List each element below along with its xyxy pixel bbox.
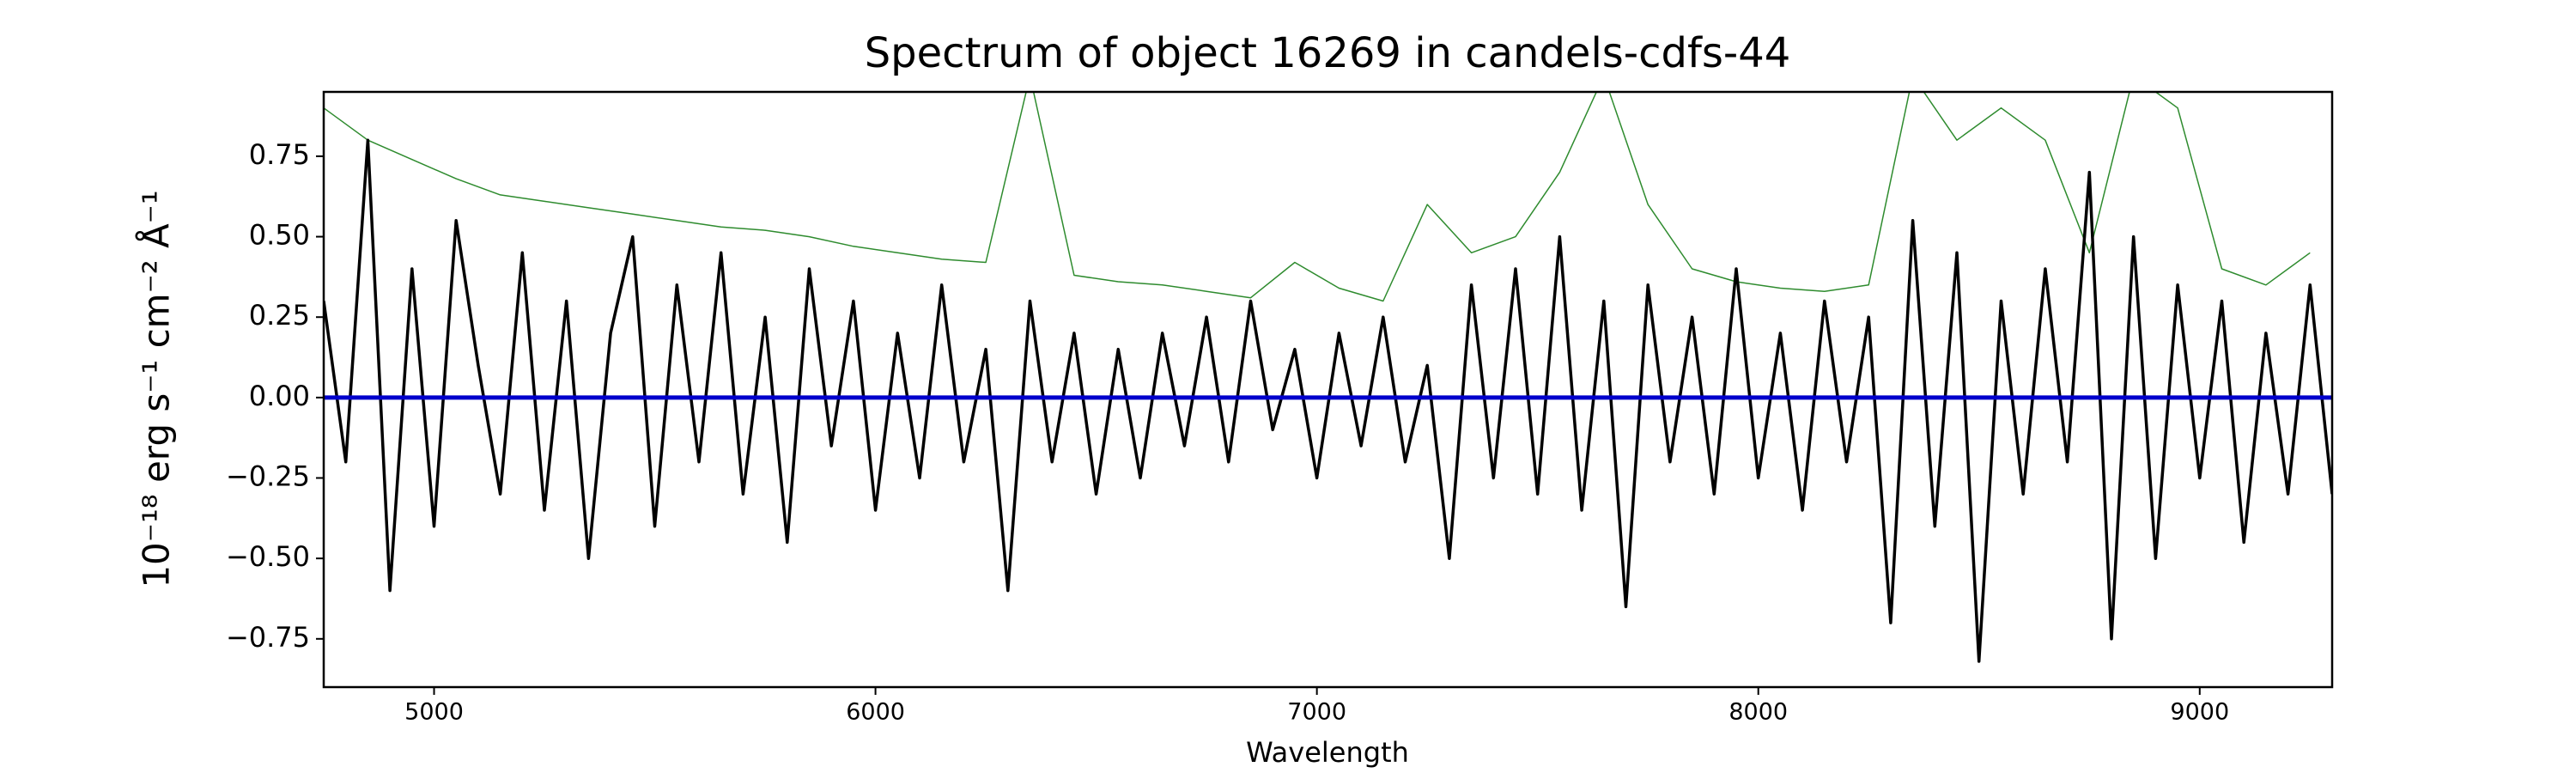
y-tick-label: 0.25 — [249, 299, 310, 332]
x-tick-label: 8000 — [1728, 699, 1788, 726]
x-tick-label: 7000 — [1287, 699, 1346, 726]
spectrum-line — [324, 92, 2311, 302]
y-axis-label: 10⁻¹⁸ erg s⁻¹ cm⁻² Å⁻¹ — [135, 190, 178, 587]
x-axis-label: Wavelength — [1246, 736, 1409, 769]
x-tick-label: 6000 — [846, 699, 905, 726]
y-tick-label: 0.75 — [249, 138, 310, 171]
x-tick-label: 9000 — [2170, 699, 2229, 726]
plot-frame — [322, 90, 2334, 689]
y-tick-label: −0.75 — [226, 621, 310, 654]
y-tick-label: −0.25 — [226, 460, 310, 493]
x-tick-label: 5000 — [404, 699, 464, 726]
y-tick-label: 0.00 — [249, 380, 310, 412]
chart-title: Spectrum of object 16269 in candels-cdfs… — [865, 29, 1791, 77]
plot-area — [324, 92, 2332, 663]
spectrum-line — [324, 138, 2332, 663]
y-tick-label: 0.50 — [249, 219, 310, 252]
y-tick-label: −0.50 — [226, 540, 310, 573]
